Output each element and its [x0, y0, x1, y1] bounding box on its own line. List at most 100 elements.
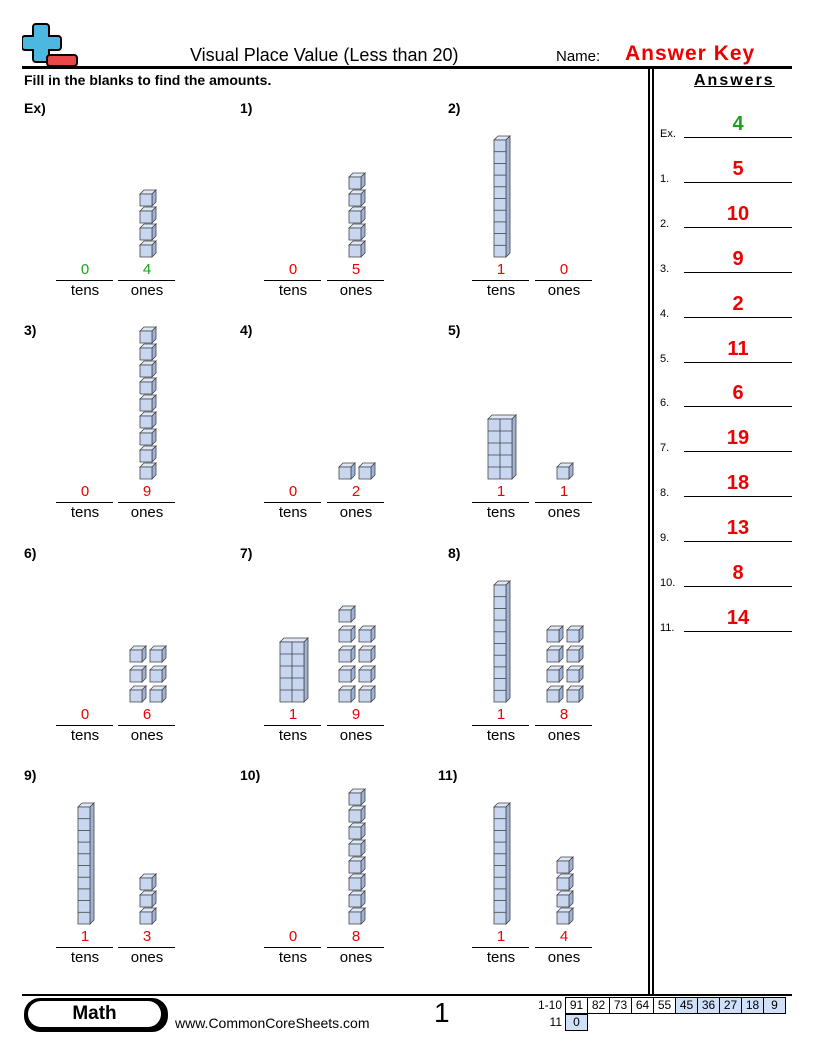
answer-blank — [684, 361, 792, 363]
tens-answer: 1 — [496, 483, 506, 500]
answer-blank — [684, 451, 792, 453]
page-title: Visual Place Value (Less than 20) — [190, 45, 459, 65]
ones-blank-line — [535, 502, 592, 503]
header-divider — [22, 66, 792, 69]
ones-blank-line — [535, 725, 592, 726]
answer-row: 4. 2 — [660, 293, 792, 320]
answer-row: 6. 6 — [660, 382, 792, 409]
score-cell: 45 — [675, 997, 698, 1014]
ones-cube — [348, 826, 362, 840]
answer-column-divider — [648, 68, 650, 996]
ones-cube — [139, 432, 153, 446]
tens-label: tens — [70, 727, 100, 744]
answers-heading: Answers — [694, 72, 775, 89]
answer-row: 11. 14 — [660, 607, 792, 634]
subject-label: Math — [28, 1001, 161, 1027]
tens-rod-top — [487, 414, 517, 420]
ones-cube — [139, 364, 153, 378]
answer-number: 5. — [660, 352, 670, 365]
problem-label: 6) — [24, 545, 37, 561]
ones-cube — [348, 894, 362, 908]
answer-blank — [684, 406, 792, 408]
ones-blank-line — [535, 947, 592, 948]
problem-label: 7) — [240, 545, 253, 561]
answer-value: 9 — [732, 247, 744, 270]
answer-value: 19 — [726, 427, 750, 450]
answer-value: 11 — [727, 337, 749, 360]
ones-cube — [546, 689, 560, 703]
ones-cube — [139, 347, 153, 361]
tens-label: tens — [70, 949, 100, 966]
answer-row: 9. 13 — [660, 517, 792, 544]
tens-blank-line — [264, 502, 321, 503]
tens-answer: 1 — [496, 928, 506, 945]
tens-answer: 0 — [288, 261, 298, 278]
tens-rod-side — [303, 637, 309, 703]
ones-cube — [358, 629, 372, 643]
problem-label: 3) — [24, 322, 37, 338]
tens-answer: 0 — [288, 483, 298, 500]
ones-cube — [129, 689, 143, 703]
problem-label: Ex) — [24, 100, 46, 116]
ones-cube — [139, 210, 153, 224]
problem-label: 10) — [240, 767, 261, 783]
ones-blank-line — [118, 725, 175, 726]
ones-cube — [556, 466, 570, 480]
ones-blank-line — [327, 947, 384, 948]
score-cell: 9 — [763, 997, 786, 1014]
score-cell: 82 — [587, 997, 610, 1014]
answer-blank — [684, 226, 792, 228]
ones-cube — [556, 877, 570, 891]
answer-blank — [684, 271, 792, 273]
ones-cube — [358, 649, 372, 663]
ones-cube — [566, 649, 580, 663]
score-cell: 64 — [631, 997, 654, 1014]
ones-cube — [139, 894, 153, 908]
ones-answer: 6 — [142, 706, 152, 723]
answer-row: 7. 19 — [660, 427, 792, 454]
ones-cube — [139, 877, 153, 891]
answer-row: 2. 10 — [660, 203, 792, 230]
ones-cube — [566, 669, 580, 683]
ones-answer: 5 — [351, 261, 361, 278]
score-cell: 55 — [653, 997, 676, 1014]
ones-answer: 8 — [351, 928, 361, 945]
answer-number: 11. — [660, 621, 675, 634]
ones-cube — [129, 649, 143, 663]
ones-label: ones — [130, 949, 164, 966]
ones-cube — [338, 649, 352, 663]
ones-cube — [139, 415, 153, 429]
ones-answer: 9 — [142, 483, 152, 500]
problem-label: 8) — [448, 545, 461, 561]
answer-blank — [684, 316, 792, 318]
ones-blank-line — [118, 502, 175, 503]
tens-label: tens — [486, 727, 516, 744]
site-url: www.CommonCoreSheets.com — [175, 1015, 370, 1031]
tens-blank-line — [56, 502, 113, 503]
answer-column-divider — [652, 68, 654, 996]
tens-label: tens — [70, 282, 100, 299]
problem-label: 11) — [438, 767, 458, 783]
tens-label: tens — [486, 504, 516, 521]
ones-blank-line — [118, 947, 175, 948]
tens-blank-line — [56, 947, 113, 948]
score-row: 11 0 — [530, 1014, 786, 1031]
ones-label: ones — [547, 282, 581, 299]
ones-answer: 1 — [559, 483, 569, 500]
ones-cube — [139, 244, 153, 258]
problem-label: 5) — [448, 322, 461, 338]
score-row-label: 1-10 — [537, 998, 562, 1012]
tens-rod-side — [89, 802, 95, 925]
ones-cube — [129, 669, 143, 683]
answer-blank — [684, 541, 792, 543]
score-row-label: 11 — [549, 1015, 562, 1029]
tens-blank-line — [264, 280, 321, 281]
answer-number: Ex. — [660, 128, 676, 140]
tens-blank-line — [472, 725, 529, 726]
ones-label: ones — [547, 949, 581, 966]
ones-cube — [348, 193, 362, 207]
ones-cube — [348, 176, 362, 190]
page-number: 1 — [434, 997, 450, 1028]
answer-blank — [684, 181, 792, 183]
